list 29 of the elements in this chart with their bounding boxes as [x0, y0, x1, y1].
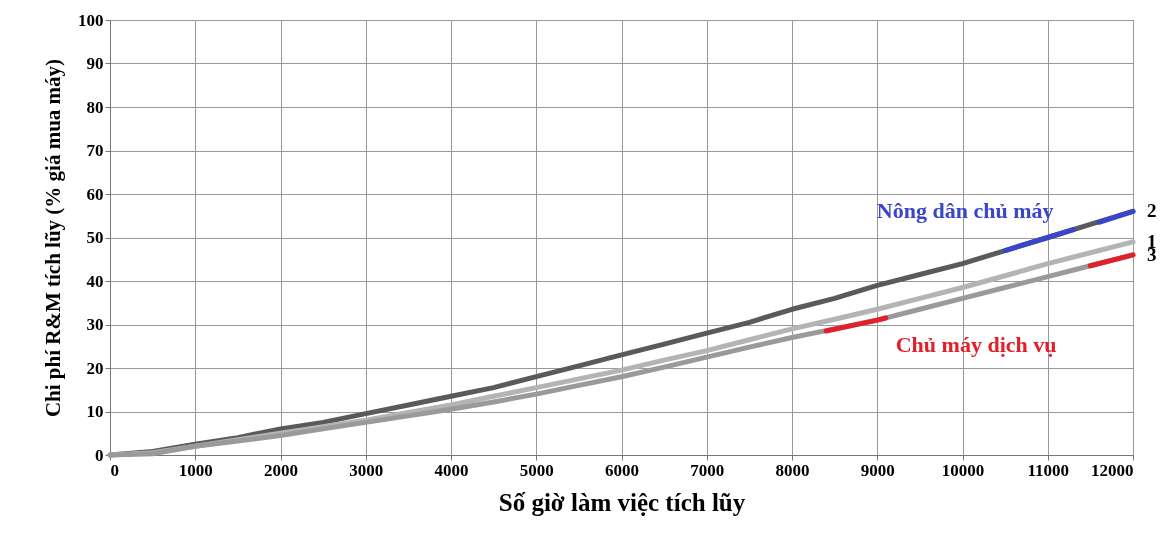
y-tick-label: 100 [78, 10, 104, 30]
y-axis-title: Chi phí R&M tích lũy (% giá mua máy) [41, 58, 65, 418]
x-tick-label: 10000 [941, 460, 985, 480]
x-tick-label: 12000 [1091, 460, 1134, 480]
y-tick-label: 10 [86, 402, 104, 421]
y-tick-label: 30 [86, 315, 104, 334]
x-axis-title: Số giờ làm việc tích lũy [498, 488, 746, 516]
x-tick-label: 6000 [605, 460, 639, 480]
x-tick-label: 0 [110, 460, 119, 480]
series-label: 2 [1147, 200, 1157, 222]
y-tick-label: 90 [86, 54, 104, 73]
x-tick-label: 4000 [434, 460, 469, 480]
y-tick-label: 40 [86, 271, 104, 291]
annotation: Chủ máy dịch vụ [895, 332, 1057, 358]
x-tick-label: 9000 [860, 460, 895, 480]
x-tick-label: 11000 [1027, 460, 1070, 480]
y-tick-label: 80 [86, 97, 104, 117]
y-tick-label: 60 [86, 184, 104, 204]
y-tick-label: 0 [95, 445, 104, 465]
annotation: Nông dân chủ máy [876, 197, 1054, 223]
x-tick-label: 5000 [519, 460, 554, 480]
y-tick-label: 50 [86, 228, 104, 247]
x-tick-label: 3000 [349, 460, 384, 480]
y-tick-label: 20 [86, 358, 104, 378]
x-tick-label: 1000 [178, 460, 213, 480]
y-tick-label: 70 [86, 141, 104, 160]
x-tick-label: 7000 [690, 460, 725, 480]
x-tick-label: 8000 [775, 460, 810, 480]
x-tick-label: 2000 [264, 460, 298, 480]
